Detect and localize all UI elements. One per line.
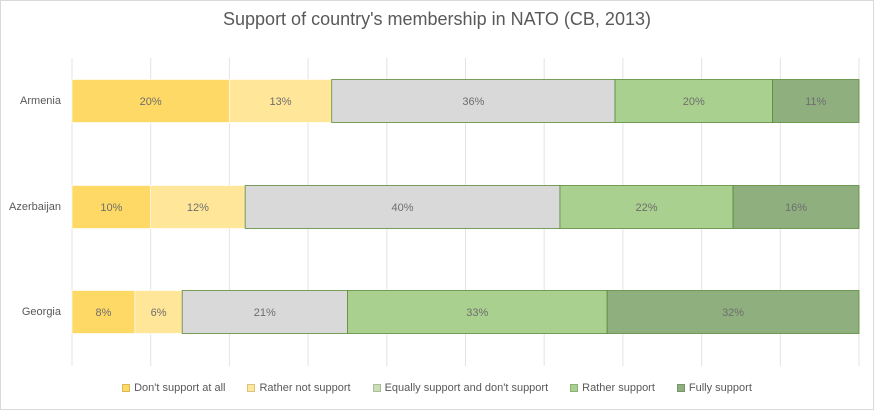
data-label: 11% xyxy=(805,96,826,108)
legend-swatch xyxy=(372,384,381,392)
data-label: 13% xyxy=(270,96,292,108)
data-label: 6% xyxy=(151,307,167,319)
legend-label: Rather not support xyxy=(259,382,351,394)
data-label: 8% xyxy=(96,307,112,319)
bar-segment xyxy=(772,79,860,123)
legend-swatch xyxy=(570,384,579,392)
legend-item: Fully support xyxy=(676,382,752,394)
data-label: 20% xyxy=(683,96,705,108)
bar-segment xyxy=(559,185,734,229)
legend-label: Don't support at all xyxy=(134,382,226,394)
data-label: 33% xyxy=(466,307,488,319)
data-label: 32% xyxy=(722,307,744,319)
data-label: 22% xyxy=(635,202,657,214)
bar-segment xyxy=(732,185,860,229)
legend-label: Fully support xyxy=(688,382,752,394)
data-label: 10% xyxy=(100,202,122,214)
data-label: 16% xyxy=(785,202,807,214)
data-label: 40% xyxy=(392,202,414,214)
bar-segment xyxy=(331,79,616,123)
data-label: 21% xyxy=(254,307,276,319)
category-label: Georgia xyxy=(22,306,62,318)
bar-segment xyxy=(606,290,860,334)
data-label: 36% xyxy=(462,96,484,108)
bar-segment xyxy=(71,185,151,229)
bar-segment xyxy=(71,290,136,334)
legend-item: Don't support at all xyxy=(122,382,225,394)
bar-segment xyxy=(71,79,230,123)
bar-segment xyxy=(244,185,561,229)
chart-legend: Don't support at all Rather not support Eq… xyxy=(0,382,874,394)
legend-label: Equally support and don't support xyxy=(384,382,549,394)
chart-title: Support of country's membership in NATO … xyxy=(223,9,651,29)
bar-segment xyxy=(181,290,348,334)
legend-label: Rather support xyxy=(582,382,655,394)
bar-segment xyxy=(229,79,333,123)
data-label: 12% xyxy=(187,202,209,214)
category-label: Azerbaijan xyxy=(9,201,61,213)
legend-swatch xyxy=(247,384,256,392)
legend-swatch xyxy=(676,384,685,392)
legend-item: Equally support and don't support xyxy=(372,382,549,394)
legend-swatch xyxy=(122,384,131,392)
category-label: Armenia xyxy=(20,95,62,107)
bar-segment xyxy=(150,185,246,229)
legend-item: Rather not support xyxy=(247,382,351,394)
data-label: 20% xyxy=(140,96,162,108)
legend-item: Rather support xyxy=(570,382,655,394)
